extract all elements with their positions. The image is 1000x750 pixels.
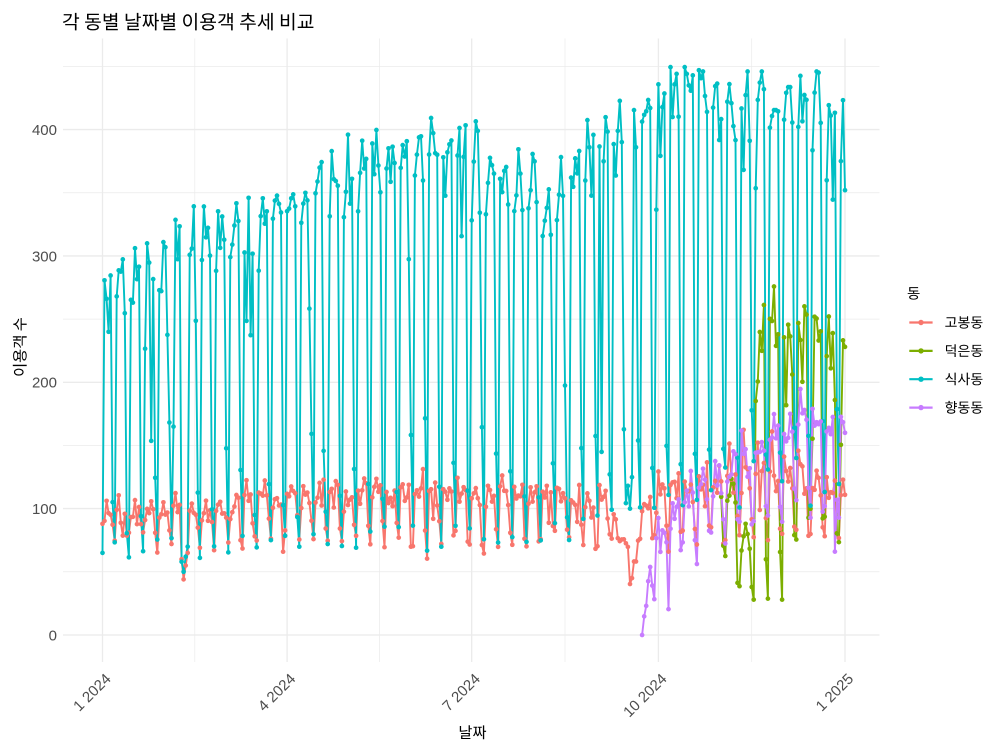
- svg-text:0: 0: [49, 627, 57, 644]
- svg-text:300: 300: [32, 248, 57, 265]
- svg-text:200: 200: [32, 375, 57, 392]
- svg-text:100: 100: [32, 501, 57, 518]
- svg-text:400: 400: [32, 122, 57, 139]
